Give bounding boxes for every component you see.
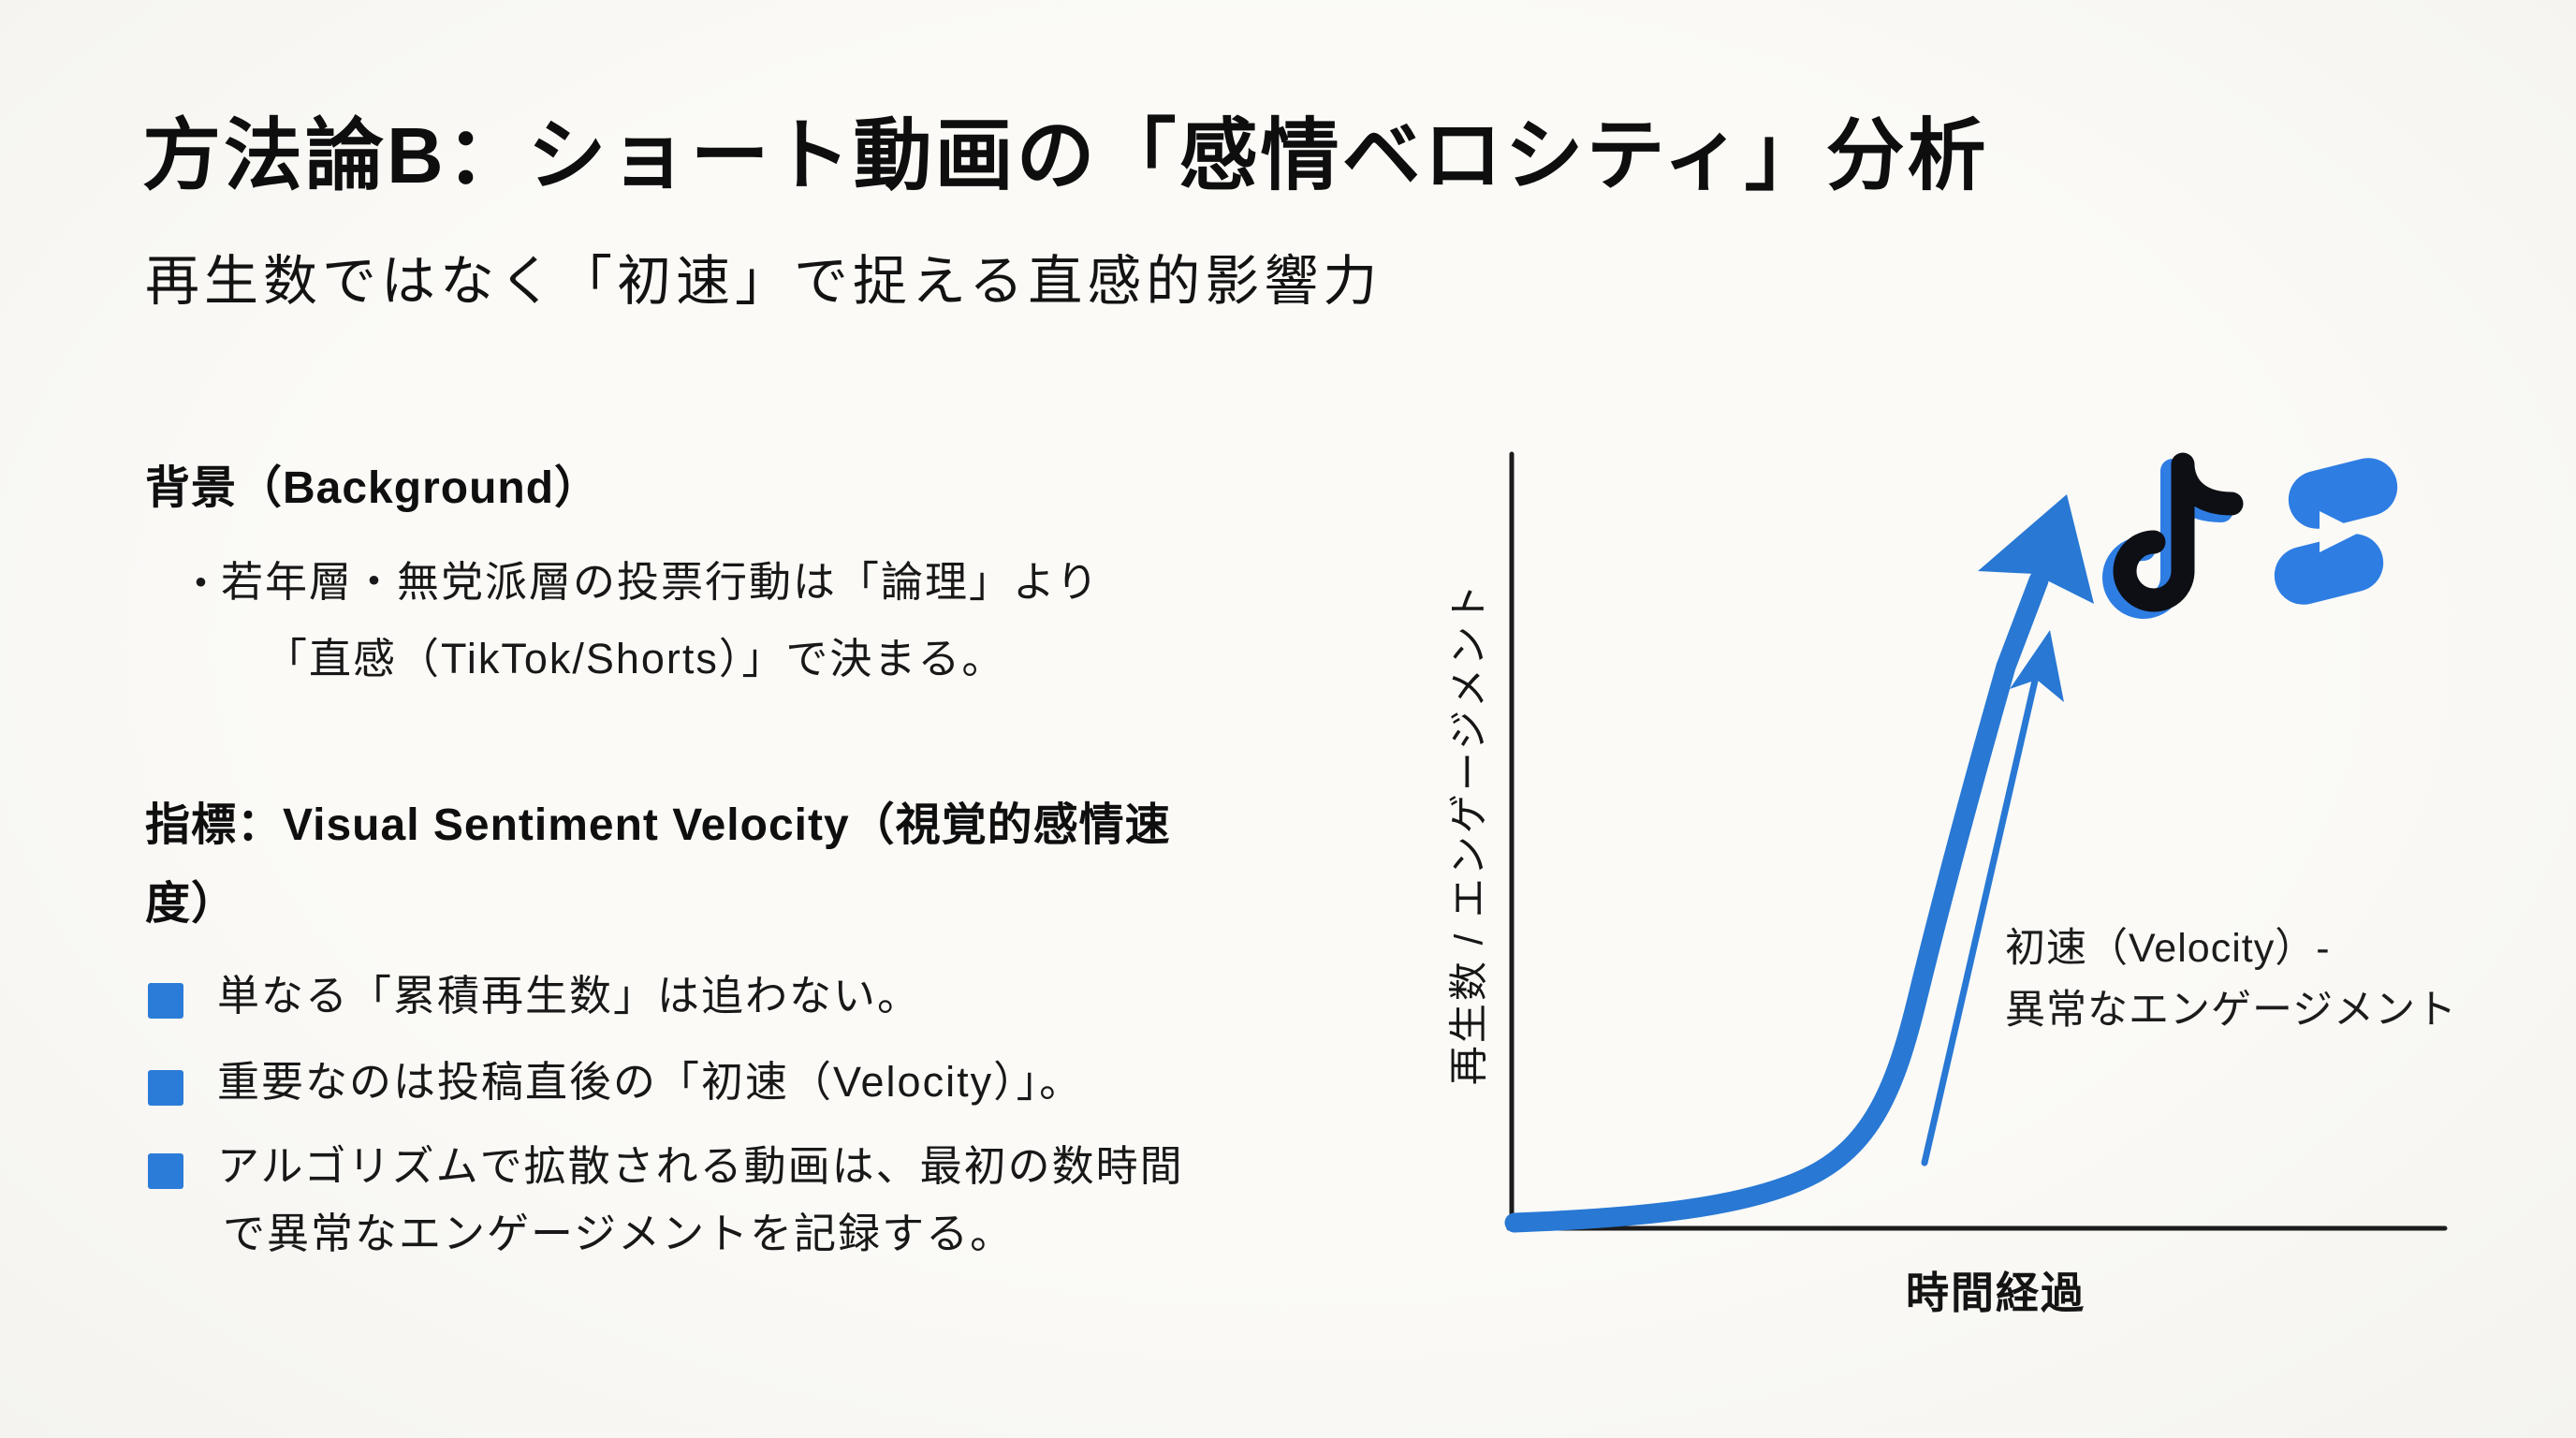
shorts-play-triangle-icon xyxy=(2320,511,2361,552)
velocity-chart-canvas xyxy=(1504,451,2448,1233)
metric-bullet-3-line-2: で異常なエンゲージメントを記録する。 xyxy=(223,1210,1015,1257)
background-bullet-line-2: 「直感（TikTok/Shorts）」で決まる。 xyxy=(265,635,1006,682)
velocity-arrow xyxy=(1921,644,2046,1167)
metric-bullet-1: 単なる「累積再生数」は追わない。 xyxy=(217,972,922,1020)
bullet-square-icon xyxy=(148,1070,183,1106)
background-section-heading: 背景（Background） xyxy=(145,463,601,513)
tiktok-icon xyxy=(2102,452,2244,619)
bullet-square-icon xyxy=(148,1153,183,1189)
velocity-annotation-line-1: 初速（Velocity）- xyxy=(2005,926,2331,971)
metric-section-heading-line-1: 指標：Visual Sentiment Velocity（視覚的感情速 xyxy=(145,800,1171,850)
bullet-dot-marker: ・ xyxy=(180,560,223,608)
metric-bullet-3-line-1: アルゴリズムで拡散される動画は、最初の数時間 xyxy=(217,1142,1184,1190)
page-subtitle: 再生数ではなく「初速」で捉える直感的影響力 xyxy=(145,251,1383,312)
metric-section-heading-line-2: 度） xyxy=(145,879,238,929)
x-axis-label: 時間経過 xyxy=(1906,1269,2086,1317)
velocity-arrowhead-icon xyxy=(2010,630,2064,702)
velocity-annotation-line-2: 異常なエンゲージメント xyxy=(2005,988,2458,1033)
axes-lines xyxy=(1506,451,2448,1231)
page-title: 方法論B：ショート動画の「感情ベロシティ」分析 xyxy=(142,111,1989,199)
bullet-square-icon xyxy=(148,983,183,1019)
y-axis-label: 再生数 / エンゲージメント xyxy=(1446,580,1491,1086)
velocity-chart: 再生数 / エンゲージメント 時間経過 初速（Velocity）- 異常なエンゲ… xyxy=(1442,403,2546,1348)
engagement-curve xyxy=(1504,570,2049,1233)
metric-bullet-2: 重要なのは投稿直後の「初速（Velocity）」。 xyxy=(217,1058,1084,1106)
youtube-shorts-icon xyxy=(2274,458,2398,605)
background-bullet-line-1: 若年層・無党派層の投票行動は「論理」より xyxy=(221,558,1101,606)
curve-arrowhead-icon xyxy=(1978,494,2094,604)
